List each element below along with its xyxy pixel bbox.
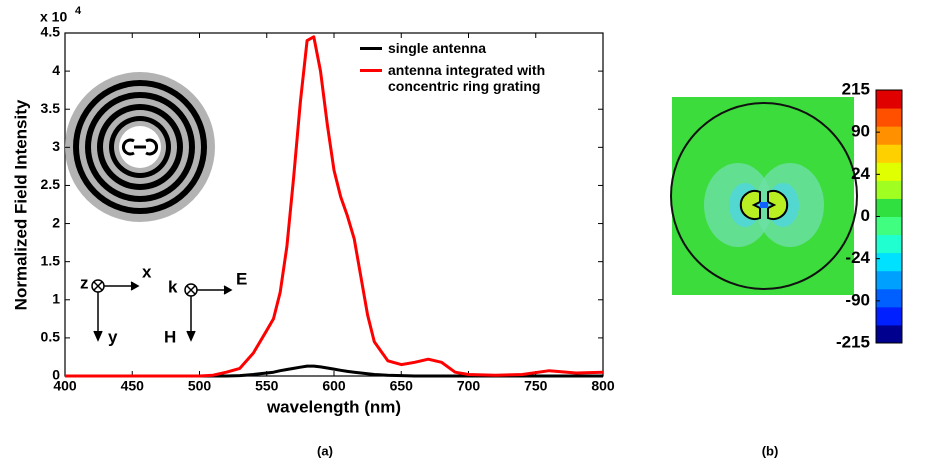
y-tick-label: 1.5 [41,252,61,268]
x-tick-label: 800 [591,378,615,394]
colorbar-band [876,288,902,308]
legend-entry: antenna integrated with concentric ring … [360,62,590,94]
colorbar-band [876,252,902,272]
legend-label: single antenna [388,40,487,56]
x-tick-label: 450 [121,378,145,394]
annotation: E [236,269,247,288]
annotation: z [80,273,89,292]
colorbar-tick-label: 0 [861,206,870,225]
y-tick-label: 3 [52,138,60,154]
line-series [65,364,603,378]
colorbar-tick-label: -215 [836,332,870,351]
x-tick-label: 700 [457,378,481,394]
colorbar-band [876,234,902,254]
colorbar-tick-label: -90 [845,290,870,309]
annotation: k [168,277,178,296]
x-tick-label: 500 [188,378,212,394]
colorbar-band [876,108,902,127]
colorbar-tick-label: 215 [842,79,870,98]
y-tick-label: 4.5 [41,24,61,40]
colorbar-band [876,216,902,236]
x-tick-label: 750 [524,378,548,394]
colorbar-band [876,90,902,109]
colorbar: 215 90 24 0 -24 -90 -215 [836,79,903,351]
annotation: x [142,262,152,281]
field-map [670,97,858,295]
ring-inset [65,72,215,222]
legend-entry: single antenna [360,40,590,56]
legend-swatch [360,69,382,72]
colorbar-band [876,180,902,199]
y-multiplier-exponent: 4 [75,5,82,17]
y-tick-label: 0 [52,367,60,383]
x-tick-label: 650 [390,378,414,394]
caption: (a) [317,443,333,458]
colorbar-band [876,162,902,181]
x-tick-label: 600 [322,378,346,394]
antenna-icon [121,138,159,156]
y-tick-label: 2 [52,214,60,230]
colorbar-tick-label: -24 [845,248,870,267]
axes-inset [91,279,233,342]
caption: (b) [762,443,779,458]
y-tick-label: 0.5 [41,329,61,345]
x-axis-label: wavelength (nm) [266,397,401,416]
y-tick-label: 1 [52,290,60,306]
y-multiplier: x 10 [40,9,67,25]
colorbar-tick-label: 24 [851,164,870,183]
legend: single antenna antenna integrated with co… [360,40,590,100]
y-tick-label: 4 [52,62,60,78]
colorbar-band [876,306,902,326]
legend-swatch [360,47,382,50]
legend-label: antenna integrated with concentric ring … [388,62,546,94]
line-series [65,35,604,378]
x-tick-label: 550 [255,378,279,394]
colorbar-band [876,324,902,344]
colorbar-tick-label: 90 [851,122,870,141]
colorbar-band [876,270,902,290]
x-tick-label: 400 [53,378,77,394]
colorbar-band [876,144,902,163]
colorbar-band [876,126,902,145]
y-axis-label: Normalized Field Intensity [11,99,30,310]
annotation: y [108,327,118,346]
y-tick-label: 2.5 [41,176,61,192]
colorbar-band [876,198,902,217]
y-tick-label: 3.5 [41,100,61,116]
annotation: H [164,327,176,346]
